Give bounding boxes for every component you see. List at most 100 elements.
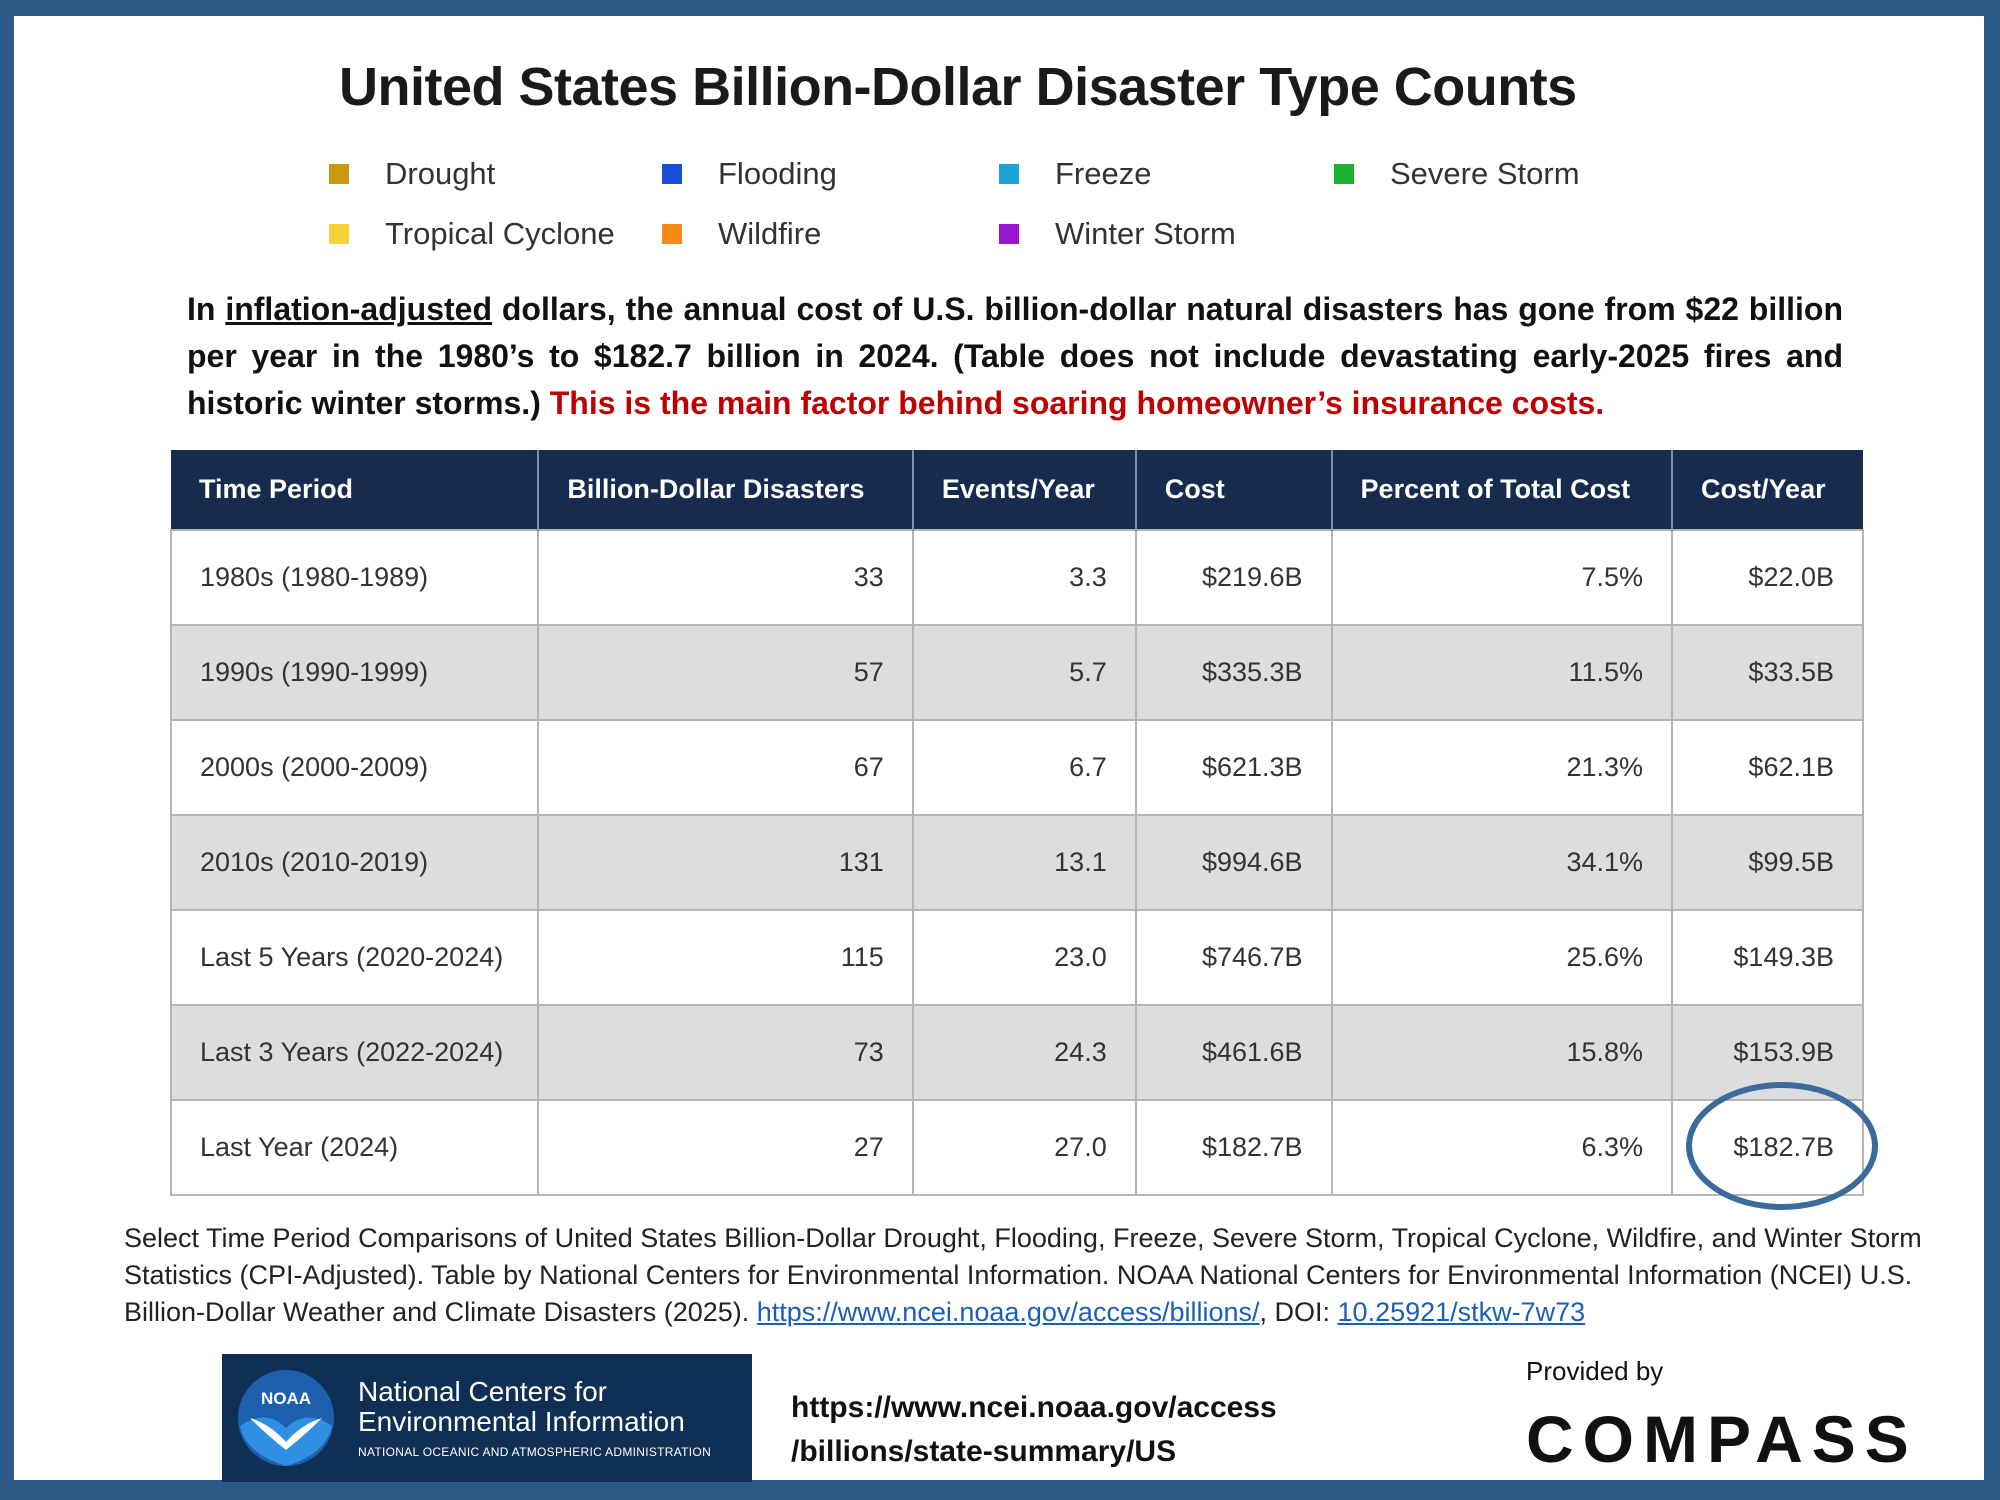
legend-swatch xyxy=(662,224,682,244)
table-cell: 57 xyxy=(537,624,914,721)
table-cell: 1980s (1980-1989) xyxy=(169,529,540,626)
table-cell: $746.7B xyxy=(1134,909,1333,1006)
table-cell: 27 xyxy=(537,1099,914,1196)
highlight-circle xyxy=(1686,1082,1878,1210)
caption-doi-label: , DOI: xyxy=(1259,1297,1338,1327)
table-cell: 6.7 xyxy=(911,719,1137,816)
table-cell: $149.3B xyxy=(1671,909,1864,1006)
noaa-emblem-icon: NOAA xyxy=(238,1370,334,1466)
table-cell: Last Year (2024) xyxy=(169,1099,540,1196)
table-cell: 5.7 xyxy=(911,624,1137,721)
caption-text: Select Time Period Comparisons of United… xyxy=(124,1223,1922,1327)
legend-label: Wildfire xyxy=(718,216,822,251)
table-cell: 25.6% xyxy=(1330,909,1674,1006)
compass-logo-text: COMPASS xyxy=(1526,1402,1916,1472)
table-row: Last Year (2024) 27 27.0 $182.7B 6.3% $182.7B xyxy=(169,1099,1864,1196)
table-cell: 27.0 xyxy=(911,1099,1137,1196)
table-cell: 67 xyxy=(537,719,914,816)
column-header: Events/Year xyxy=(912,450,1137,530)
legend-label: Flooding xyxy=(718,156,837,191)
table-row: 1980s (1980-1989) 33 3.3 $219.6B 7.5% $22.0B xyxy=(169,529,1864,626)
legend-label: Severe Storm xyxy=(1390,156,1580,191)
legend-label: Drought xyxy=(385,156,496,191)
table-cell: 21.3% xyxy=(1330,719,1674,816)
table-cell: 2000s (2000-2009) xyxy=(169,719,540,816)
table-cell: $994.6B xyxy=(1134,814,1333,911)
legend-swatch xyxy=(999,164,1019,184)
table-cell: $22.0B xyxy=(1671,529,1864,626)
table-cell: 33 xyxy=(537,529,914,626)
table-cell: 2010s (2010-2019) xyxy=(169,814,540,911)
table-cell: $99.5B xyxy=(1671,814,1864,911)
table-row: Last 3 Years (2022-2024) 73 24.3 $461.6B 15.… xyxy=(169,1004,1864,1101)
column-header: Cost/Year xyxy=(1672,450,1863,530)
legend-swatch xyxy=(999,224,1019,244)
table-cell: Last 5 Years (2020-2024) xyxy=(169,909,540,1006)
column-header: Percent of Total Cost xyxy=(1331,450,1674,530)
table-cell: 11.5% xyxy=(1330,624,1674,721)
ncei-name-line1: National Centers for xyxy=(358,1376,608,1407)
intro-underlined-text: inflation-adjusted xyxy=(225,291,492,327)
ncei-logo: NOAA National Centers for Environmental … xyxy=(222,1354,752,1482)
legend-swatch xyxy=(1334,164,1354,184)
table-cell: 23.0 xyxy=(911,909,1137,1006)
legend-label: Winter Storm xyxy=(1055,216,1236,251)
page-frame: United States Billion-Dollar Disaster Ty… xyxy=(14,16,1984,1482)
legend-swatch xyxy=(329,164,349,184)
ncei-name-line2: Environmental Information xyxy=(358,1406,685,1437)
table-cell: $33.5B xyxy=(1671,624,1864,721)
table-cell: $182.7B xyxy=(1134,1099,1333,1196)
table-cell: 24.3 xyxy=(911,1004,1137,1101)
column-header: Cost xyxy=(1135,450,1333,530)
ncei-state-summary-url: https://www.ncei.noaa.gov/access /billio… xyxy=(791,1391,1277,1468)
table-cell: 3.3 xyxy=(911,529,1137,626)
legend-label: Freeze xyxy=(1055,156,1152,191)
intro-text-1: In xyxy=(187,291,226,327)
table-cell: 73 xyxy=(537,1004,914,1101)
table-row: 2000s (2000-2009) 67 6.7 $621.3B 21.3% $62.1B xyxy=(169,719,1864,816)
table-body: 1980s (1980-1989) 33 3.3 $219.6B 7.5% $22.0B 1… xyxy=(169,529,1864,1196)
table-cell: 15.8% xyxy=(1330,1004,1674,1101)
ncei-billions-link[interactable]: https://www.ncei.noaa.gov/access/billion… xyxy=(756,1297,1260,1327)
legend-swatch xyxy=(329,224,349,244)
table-cell: 1990s (1990-1999) xyxy=(169,624,540,721)
table-cell: $219.6B xyxy=(1134,529,1333,626)
table-cell: 7.5% xyxy=(1330,529,1674,626)
table-cell: 115 xyxy=(537,909,914,1006)
legend-label: Tropical Cyclone xyxy=(385,216,615,251)
table-row: Last 5 Years (2020-2024) 115 23.0 $746.7B 25… xyxy=(169,909,1864,1006)
legend-item: Tropical Cyclone xyxy=(329,216,615,252)
table-cell: $621.3B xyxy=(1134,719,1333,816)
intro-highlight-text: This is the main factor behind soaring h… xyxy=(549,385,1605,421)
compass-logo: COMPASS xyxy=(1526,1402,1916,1472)
table-row: 1990s (1990-1999) 57 5.7 $335.3B 11.5% $33.5B xyxy=(169,624,1864,721)
table-header-row: Time Period Billion-Dollar Disasters Event… xyxy=(171,450,1863,530)
table-cell: $461.6B xyxy=(1134,1004,1333,1101)
legend-item: Severe Storm xyxy=(1334,156,1580,192)
legend-swatch xyxy=(662,164,682,184)
table-cell: $335.3B xyxy=(1134,624,1333,721)
disaster-cost-table: Time Period Billion-Dollar Disasters Event… xyxy=(169,450,1864,1196)
table-cell: 13.1 xyxy=(911,814,1137,911)
source-caption: Select Time Period Comparisons of United… xyxy=(124,1220,1944,1331)
provided-by-label: Provided by xyxy=(1526,1356,1664,1386)
table-cell: 6.3% xyxy=(1330,1099,1674,1196)
page-title: United States Billion-Dollar Disaster Ty… xyxy=(339,57,1577,117)
column-header: Time Period xyxy=(171,450,540,530)
ncei-logo-text: National Centers for Environmental Infor… xyxy=(358,1376,712,1460)
table-cell: 131 xyxy=(537,814,914,911)
legend-item: Winter Storm xyxy=(999,216,1236,252)
table-cell: 34.1% xyxy=(1330,814,1674,911)
noaa-emblem-text: NOAA xyxy=(261,1389,311,1408)
table-cell: $62.1B xyxy=(1671,719,1864,816)
intro-text-2: dollars, the annual cost of U.S. billion… xyxy=(187,291,1844,421)
legend-item: Flooding xyxy=(662,156,837,192)
noaa-full-name: NATIONAL OCEANIC AND ATMOSPHERIC ADMINIS… xyxy=(358,1445,712,1459)
legend-item: Drought xyxy=(329,156,495,192)
doi-link[interactable]: 10.25921/stkw-7w73 xyxy=(1337,1297,1586,1327)
intro-paragraph: In inflation-adjusted dollars, the annua… xyxy=(187,286,1843,427)
column-header: Billion-Dollar Disasters xyxy=(538,450,914,530)
legend-item: Wildfire xyxy=(662,216,821,252)
legend-item: Freeze xyxy=(999,156,1151,192)
table-cell: Last 3 Years (2022-2024) xyxy=(169,1004,540,1101)
